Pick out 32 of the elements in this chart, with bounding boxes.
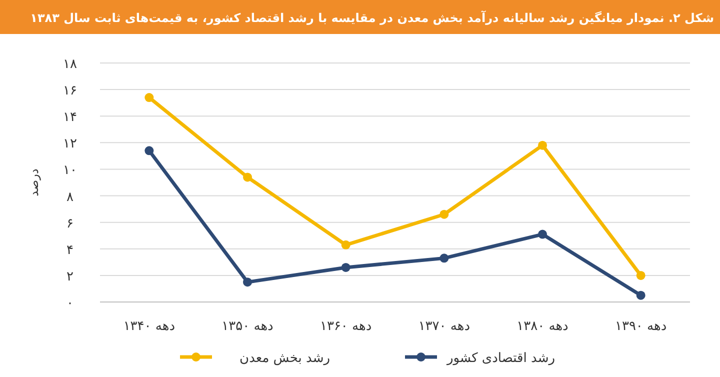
y-tick-label: ۸ <box>66 190 74 205</box>
point <box>636 270 646 280</box>
point <box>636 290 646 300</box>
point <box>440 210 449 219</box>
y-tick-label: ۱۲ <box>63 136 77 152</box>
x-tick-label: دهه ۱۳۹۰ <box>614 319 667 334</box>
y-axis-title: درصد <box>27 168 41 196</box>
x-tick-label: دهه ۱۳۷۰ <box>418 319 470 334</box>
x-tick-label: دهه ۱۳۴۰ <box>123 319 176 334</box>
y-tick-label: ۴ <box>66 242 74 258</box>
y-tick-label: ۰ <box>66 296 74 311</box>
y-tick-label: ۲ <box>66 269 74 284</box>
y-tick-label: ۱۴ <box>63 110 77 126</box>
y-tick-label: ۱۰ <box>63 163 77 178</box>
y-tick-label: ۱۶ <box>63 84 77 99</box>
x-tick-label: دهه ۱۳۵۰ <box>222 319 274 334</box>
x-tick-label: دهه ۱۳۸۰ <box>516 319 569 334</box>
point <box>538 230 547 239</box>
y-tick-label: ۱۸ <box>63 57 77 72</box>
y-tick-label: ۶ <box>66 216 74 232</box>
point <box>243 278 252 287</box>
point <box>440 254 449 263</box>
point <box>144 146 154 156</box>
point <box>243 172 252 182</box>
chart-title: شکل ۲. نمودار میانگین رشد سالیانه درآمد بخش معدن در مقایسه با رشد اقتصاد کشور، به قیمت‌های ثابت سال ۱۳۸۳ <box>30 10 714 25</box>
legend-label: رشد بخش معدن <box>240 351 330 366</box>
point <box>341 240 350 250</box>
legend-label: رشد اقتصادی کشور <box>446 351 555 366</box>
point <box>341 262 350 272</box>
point <box>144 93 154 102</box>
x-tick-label: دهه ۱۳۶۰ <box>320 319 372 334</box>
point <box>538 140 547 150</box>
